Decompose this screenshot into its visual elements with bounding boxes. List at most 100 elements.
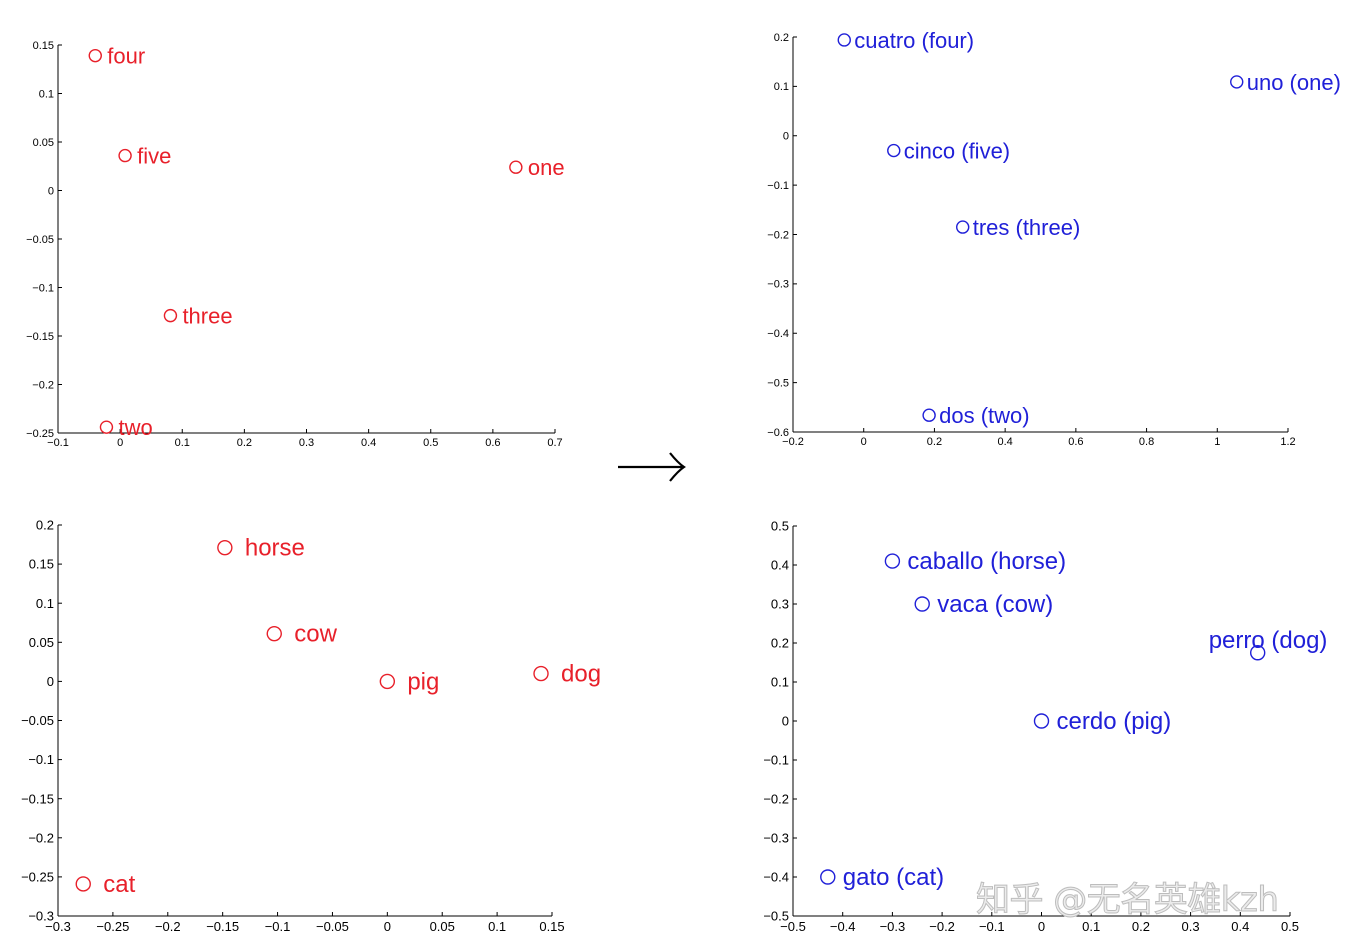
chart-animals-es: −0.5 −0.4 −0.3 −0.2 −0.1 0 0.1 0.2 0.3 0.4 0.5 0.5 0… — [763, 519, 1327, 934]
data-point-label: horse — [245, 535, 305, 562]
x-tick-label: 0 — [861, 436, 867, 448]
x-tick-label: −0.05 — [316, 919, 349, 934]
y-tick-label: 0 — [783, 131, 789, 143]
x-tick-label: 0.05 — [430, 919, 455, 934]
data-point-label: two — [118, 415, 152, 440]
y-tick-label: 0.05 — [29, 635, 54, 650]
x-tick-label: 1.2 — [1280, 436, 1295, 448]
data-point-marker — [837, 33, 851, 47]
data-point-marker — [266, 625, 282, 642]
data-point-label: three — [182, 304, 232, 329]
data-point-marker — [217, 539, 233, 556]
x-tick-label: −0.2 — [155, 919, 181, 934]
y-tick-label: 0 — [782, 714, 789, 729]
y-tick-label: 0.1 — [771, 675, 789, 690]
x-tick-label: −0.3 — [880, 919, 906, 934]
x-tick-label: 0.5 — [423, 437, 438, 449]
x-tick-label: −0.3 — [45, 919, 71, 934]
y-tick-label: 0.15 — [33, 40, 54, 52]
data-point-marker — [1249, 645, 1266, 661]
data-point-marker — [956, 220, 970, 234]
x-tick-label: 0.8 — [1139, 436, 1154, 448]
data-point-label: cerdo (pig) — [1057, 708, 1172, 735]
y-tick-label: −0.6 — [767, 427, 789, 439]
data-point-label: five — [137, 144, 171, 169]
x-tick-label: 0.4 — [1231, 919, 1249, 934]
x-tick-label: 0.6 — [485, 437, 500, 449]
data-point-label: dog — [561, 661, 601, 688]
data-point-label: four — [107, 44, 145, 69]
y-tick-label: 0.5 — [771, 519, 789, 534]
x-tick-label: 0.1 — [1082, 919, 1100, 934]
x-tick-label: 0.4 — [361, 437, 376, 449]
y-tick-label: −0.1 — [767, 180, 789, 192]
y-tick-label: −0.2 — [763, 792, 789, 807]
data-point-label: tres (three) — [973, 215, 1081, 240]
y-tick-label: −0.3 — [28, 909, 54, 924]
data-point-label: caballo (horse) — [907, 548, 1066, 575]
data-point-marker — [1033, 713, 1050, 729]
y-tick-label: −0.2 — [28, 830, 54, 845]
data-point-marker — [820, 869, 836, 885]
y-tick-label: 0.3 — [771, 597, 789, 612]
data-point-label: perro (dog) — [1209, 627, 1328, 654]
y-tick-label: −0.15 — [26, 331, 54, 343]
y-tick-label: −0.5 — [767, 377, 789, 389]
y-tick-label: −0.4 — [767, 328, 789, 340]
x-tick-label: 0.5 — [1281, 919, 1299, 934]
data-point-marker — [884, 553, 901, 569]
data-point-label: vaca (cow) — [937, 591, 1053, 618]
data-point-marker — [509, 160, 523, 174]
data-point-marker — [99, 420, 114, 434]
chart-numbers-es: −0.2 0 0.2 0.4 0.6 0.8 1 1.2 0.2 0.1 0 −0.1 −0.2 −0.3… — [767, 28, 1341, 448]
y-tick-label: 0.15 — [29, 557, 54, 572]
y-tick-label: 0 — [47, 674, 54, 689]
y-tick-label: 0.1 — [39, 88, 54, 100]
x-tick-label: 0 — [117, 437, 123, 449]
data-point-marker — [88, 48, 102, 63]
y-tick-label: 0.1 — [774, 81, 789, 93]
data-point-marker — [379, 673, 396, 690]
y-tick-label: 0.05 — [33, 137, 54, 149]
data-point-marker — [922, 408, 936, 422]
x-tick-label: 0.4 — [997, 436, 1012, 448]
x-tick-label: 0.7 — [547, 437, 562, 449]
x-tick-label: 0.15 — [539, 919, 564, 934]
data-point-label: dos (two) — [939, 403, 1029, 428]
x-tick-label: 0.3 — [299, 437, 314, 449]
data-point-marker — [887, 143, 901, 158]
x-tick-label: −0.1 — [979, 919, 1005, 934]
watermark: 知乎 @无名英雄kzh — [975, 880, 1279, 921]
data-point-marker — [1230, 75, 1244, 89]
x-tick-label: −0.2 — [929, 919, 955, 934]
x-tick-label: −0.1 — [47, 437, 69, 449]
y-tick-label: −0.2 — [32, 379, 54, 391]
y-tick-label: −0.5 — [763, 909, 789, 924]
data-point-label: one — [528, 155, 565, 180]
y-tick-label: −0.2 — [767, 229, 789, 241]
data-point-label: cat — [103, 871, 135, 898]
x-tick-label: 1 — [1214, 436, 1220, 448]
y-tick-label: −0.3 — [767, 279, 789, 291]
x-tick-label: −0.15 — [206, 919, 239, 934]
y-tick-label: 0.2 — [36, 518, 54, 533]
y-tick-label: 0 — [48, 185, 54, 197]
y-tick-label: −0.1 — [32, 282, 54, 294]
y-tick-label: −0.3 — [763, 831, 789, 846]
data-point-marker — [533, 665, 549, 682]
y-tick-label: 0.1 — [36, 596, 54, 611]
y-tick-label: −0.15 — [21, 791, 54, 806]
x-tick-label: 0.1 — [488, 919, 506, 934]
x-tick-label: 0.2 — [237, 437, 252, 449]
y-tick-label: 0.2 — [771, 636, 789, 651]
y-tick-label: −0.1 — [763, 753, 789, 768]
x-tick-label: −0.5 — [780, 919, 806, 934]
chart-numbers-en: −0.1 0 0.1 0.2 0.3 0.4 0.5 0.6 0.7 0.15 0.1 0.05 0 −0… — [26, 40, 564, 449]
data-point-label: pig — [407, 668, 439, 695]
y-tick-label: −0.25 — [21, 869, 54, 884]
chart-animals-en: −0.3 −0.25 −0.2 −0.15 −0.1 −0.05 0 0.05 0.1 0.15 0… — [21, 518, 601, 934]
data-point-label: uno (one) — [1247, 70, 1341, 95]
y-tick-label: −0.25 — [26, 428, 54, 440]
y-tick-label: −0.05 — [21, 713, 54, 728]
